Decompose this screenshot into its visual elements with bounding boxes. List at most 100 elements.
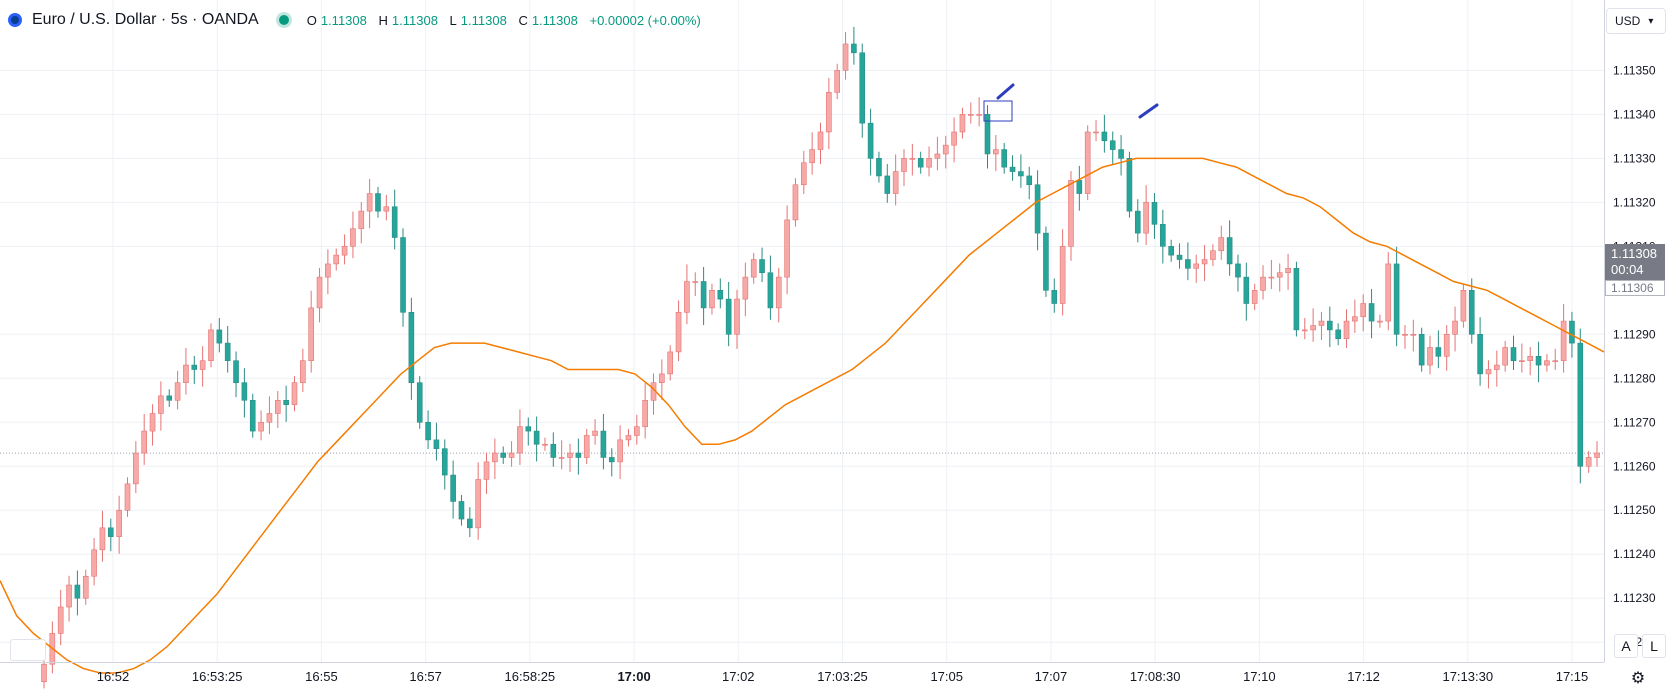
- candle-body: [684, 281, 690, 313]
- candle-body: [1076, 180, 1083, 194]
- candle-body: [876, 158, 882, 177]
- candle: [1068, 171, 1074, 261]
- currency-pair-icon[interactable]: [8, 13, 22, 27]
- candle-body: [1185, 259, 1191, 269]
- candle-body: [533, 430, 540, 445]
- price-axis[interactable]: 1.113501.113401.113301.113201.113101.112…: [1613, 63, 1656, 649]
- candle: [1377, 314, 1383, 328]
- close-label: C: [518, 12, 528, 28]
- candle-body: [283, 399, 289, 405]
- candle-body: [659, 373, 665, 383]
- candle: [1368, 288, 1375, 339]
- candle: [934, 136, 941, 171]
- low-label: L: [449, 12, 457, 28]
- candle-body: [241, 382, 248, 401]
- candle: [1001, 142, 1007, 174]
- candle-body: [1101, 131, 1108, 142]
- candle: [1402, 325, 1408, 349]
- gear-icon[interactable]: ⚙: [1630, 670, 1646, 687]
- candle: [709, 283, 715, 315]
- candle: [533, 416, 540, 462]
- trend-line-1[interactable]: [996, 83, 1015, 100]
- candle: [383, 194, 390, 221]
- candle-body: [333, 254, 340, 265]
- candle-body: [934, 153, 941, 159]
- candle-body: [133, 452, 139, 485]
- candle-body: [1210, 250, 1216, 260]
- candle-body: [233, 360, 239, 383]
- candle-body: [66, 584, 72, 608]
- rectangle-drawing[interactable]: [983, 100, 1013, 122]
- candle: [1510, 335, 1517, 370]
- candle: [1293, 261, 1300, 337]
- candle-body: [1001, 149, 1007, 168]
- candle-body: [525, 426, 532, 432]
- candle-body: [542, 443, 548, 446]
- candle: [1519, 343, 1525, 373]
- candle-body: [425, 421, 431, 441]
- candle: [967, 102, 974, 124]
- candle: [333, 248, 340, 271]
- price-tick-label: 1.11280: [1613, 371, 1656, 385]
- candle-body: [1527, 355, 1534, 361]
- candle-body: [475, 479, 481, 529]
- candle-body: [567, 452, 573, 458]
- close-value: 1.11308: [531, 12, 578, 28]
- price-tick-label: 1.11330: [1613, 151, 1656, 165]
- candles: [41, 26, 1600, 689]
- candle-body: [249, 399, 256, 432]
- candle: [993, 135, 999, 172]
- candle: [892, 154, 899, 206]
- market-status-icon[interactable]: [278, 15, 289, 25]
- candle: [1243, 262, 1250, 321]
- candle: [976, 97, 982, 127]
- candle: [1034, 170, 1041, 251]
- chevron-down-icon: ▾: [1648, 15, 1654, 27]
- open-label: O: [306, 12, 317, 28]
- log-scale-button[interactable]: L: [1642, 634, 1666, 658]
- candle-body: [1535, 355, 1542, 366]
- time-axis[interactable]: 16:52 16:53:25 16:55 16:57 16:58:25 17:00 17:0…: [97, 669, 1589, 684]
- auto-scale-button[interactable]: A: [1614, 634, 1638, 658]
- candle-body: [224, 342, 231, 361]
- drawings[interactable]: [983, 83, 1159, 122]
- candle-body: [1051, 290, 1058, 304]
- change-value: +0.00002 (+0.00%): [589, 12, 701, 28]
- candle-body: [1143, 202, 1149, 234]
- candle: [1109, 131, 1116, 165]
- candle: [801, 150, 807, 194]
- candle: [1084, 125, 1091, 201]
- candle: [809, 132, 815, 175]
- candle: [1251, 283, 1258, 311]
- candle: [517, 409, 523, 465]
- trend-line-2[interactable]: [1138, 103, 1159, 119]
- candle: [308, 290, 314, 373]
- candle: [1527, 347, 1534, 376]
- candle: [575, 438, 582, 475]
- candle-body: [433, 439, 440, 449]
- candle: [917, 151, 924, 174]
- time-tick-label: 16:53:25: [192, 669, 243, 684]
- candle: [1585, 450, 1592, 473]
- candle-body: [1293, 268, 1300, 331]
- candle-body: [183, 364, 189, 383]
- candle-body: [41, 663, 47, 683]
- chart-nav-placeholder[interactable]: [10, 639, 46, 661]
- currency-dropdown[interactable]: USD ▾: [1606, 8, 1666, 34]
- time-tick-label: 17:00: [617, 669, 650, 684]
- candle: [767, 255, 774, 320]
- candle: [684, 264, 690, 325]
- candle: [57, 589, 64, 646]
- symbol-title[interactable]: Euro / U.S. Dollar · 5s · OANDA: [32, 11, 259, 28]
- candle: [951, 117, 957, 163]
- candle-body: [1502, 347, 1508, 366]
- candle: [316, 267, 323, 323]
- price-tick-label: 1.11270: [1613, 415, 1656, 429]
- candle-body: [1026, 175, 1033, 186]
- candle: [692, 272, 699, 297]
- candle-body: [124, 483, 131, 511]
- candle: [1151, 193, 1158, 239]
- candle: [208, 323, 214, 368]
